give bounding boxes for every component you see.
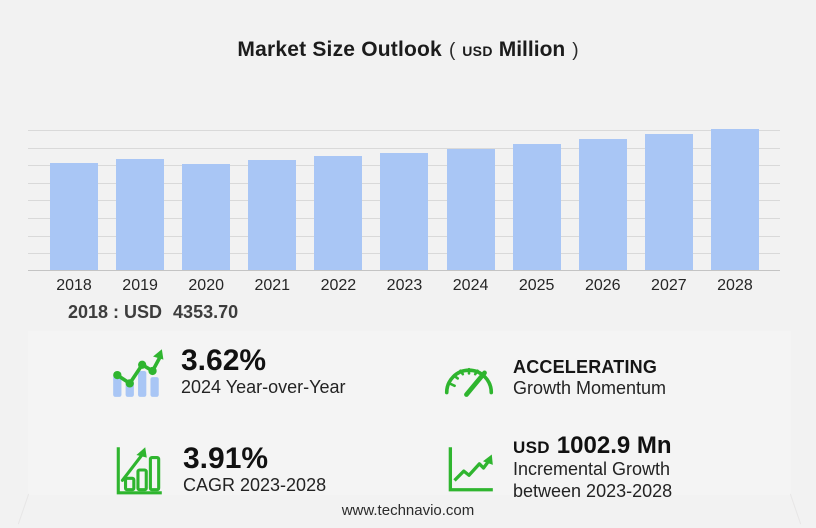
gauge-icon bbox=[440, 349, 498, 407]
x-tick-label: 2021 bbox=[254, 277, 291, 294]
x-axis-labels: 2018 2019 2020 2021 2022 2023 2024 2025 2026 2027… bbox=[28, 277, 780, 295]
incremental-label-line2: between 2023-2028 bbox=[513, 481, 673, 502]
x-tick-label: 2022 bbox=[320, 277, 357, 294]
gridline bbox=[28, 130, 780, 131]
bar-2022 bbox=[314, 156, 363, 270]
cagr-value: 3.91% bbox=[183, 442, 269, 476]
bar-2019 bbox=[116, 159, 165, 270]
x-tick-label: 2027 bbox=[651, 277, 687, 294]
stat-cagr: 3.91% CAGR 2023-2028 bbox=[110, 441, 326, 499]
stat-yoy: 3.62% 2024 Year-over-Year bbox=[108, 343, 345, 401]
bar-2026 bbox=[578, 139, 627, 270]
stat-momentum: ACCELERATING Growth Momentum bbox=[440, 349, 666, 407]
incremental-value: USD 1002.9 Mn bbox=[513, 432, 672, 459]
title-main: Market Size Outlook bbox=[237, 38, 442, 61]
gridline bbox=[28, 147, 780, 149]
bar-2028 bbox=[710, 128, 759, 270]
base-year-annotation: 2018 : USD 4353.70 bbox=[68, 302, 238, 323]
title-paren-close: ) bbox=[572, 40, 579, 61]
bar-2021 bbox=[248, 160, 297, 270]
website-url: www.technavio.com bbox=[341, 502, 475, 519]
incremental-currency: USD bbox=[513, 438, 550, 457]
title-currency: USD bbox=[462, 43, 493, 59]
base-year-value: 4353.70 bbox=[173, 302, 239, 322]
bar-2024 bbox=[446, 149, 495, 270]
x-tick-label: 2028 bbox=[717, 277, 753, 294]
momentum-label: Growth Momentum bbox=[513, 377, 667, 398]
yoy-label: 2024 Year-over-Year bbox=[181, 376, 346, 397]
incremental-amount: 1002.9 Mn bbox=[556, 432, 672, 459]
x-axis-line bbox=[28, 270, 780, 271]
bar-2020 bbox=[182, 164, 231, 270]
bar-plot bbox=[28, 118, 780, 270]
bar-trend-icon bbox=[108, 343, 166, 401]
x-tick-label: 2020 bbox=[188, 277, 224, 294]
yoy-value: 3.62% bbox=[181, 344, 267, 378]
bar-chart bbox=[28, 118, 780, 271]
stats-panel: 3.62% 2024 Year-over-Year bbox=[28, 331, 791, 501]
momentum-value: ACCELERATING bbox=[513, 356, 658, 377]
growth-line-icon bbox=[440, 439, 498, 497]
incremental-label-line1: Incremental Growth bbox=[513, 459, 671, 480]
growth-bars-icon bbox=[110, 441, 168, 499]
title-unit: Million bbox=[498, 38, 566, 61]
bar-2027 bbox=[644, 133, 693, 270]
x-tick-label: 2024 bbox=[452, 277, 489, 294]
title-paren-open: ( bbox=[448, 40, 456, 61]
bar-2025 bbox=[512, 143, 561, 270]
page-title: Market Size Outlook ( USD Million ) bbox=[0, 38, 816, 62]
base-year-label: 2018 : USD bbox=[68, 302, 163, 322]
x-tick-label: 2026 bbox=[584, 277, 621, 294]
x-tick-label: 2019 bbox=[122, 277, 158, 294]
cagr-label: CAGR 2023-2028 bbox=[183, 474, 327, 495]
stat-incremental: USD 1002.9 Mn Incremental Growth between… bbox=[440, 432, 673, 503]
x-tick-label: 2025 bbox=[518, 277, 555, 294]
bar-2023 bbox=[380, 153, 429, 270]
x-tick-label: 2023 bbox=[386, 277, 423, 294]
x-tick-label: 2018 bbox=[56, 277, 92, 294]
bar-2018 bbox=[50, 163, 98, 270]
